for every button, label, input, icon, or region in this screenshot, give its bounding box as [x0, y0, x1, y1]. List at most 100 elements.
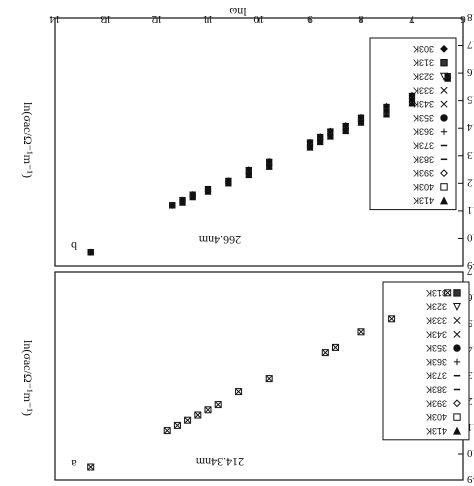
panel-b-legend-label-6: 353K [413, 113, 434, 123]
panel-b-legend-label-5: 363K [413, 127, 434, 137]
panel-a-y-axis-label: ln(σac/Ω⁻¹m⁻¹) [21, 340, 35, 416]
panel-b-ytick-label-4: -14 [467, 121, 474, 133]
panel-b-legend-label-4: 373K [413, 141, 434, 151]
panel-b-point-s11-11 [204, 185, 212, 193]
panel-b-legend-box [369, 37, 457, 211]
panel-b-label: b [71, 239, 77, 253]
panel-a-point-x-9 [195, 412, 201, 418]
panel-b-ytick-label-8: -10 [467, 231, 474, 243]
panel-b-legend-marker-1 [440, 183, 448, 191]
legend-layer: 413K 403K 393K 383K 373K 363K 353K 343K 333K 323K… [369, 37, 470, 441]
panel-a-point-10 [184, 416, 192, 424]
panel-b-legend-label-3: 383K [413, 154, 434, 164]
panel-b-legend-label-7: 343K [413, 99, 434, 109]
panel-a-point-x-8 [205, 407, 211, 413]
panel-a-label: a [71, 457, 77, 471]
panel-a-legend-marker-1 [453, 413, 461, 421]
panel-b-point-s11-15 [87, 248, 95, 256]
panel-a-point-x-4 [322, 349, 329, 356]
panel-a-point-x-5 [266, 375, 272, 382]
panel-b-point-s11-3 [357, 113, 365, 121]
panel-b-y-axis-label: ln(σac/Ω⁻¹m⁻¹) [21, 102, 35, 178]
panel-b-legend-marker-7 [440, 100, 448, 108]
panel-a-point-12 [163, 427, 171, 435]
panel-b-legend-label-0: 413K [413, 196, 434, 206]
panel-a-ytick-label-7: -10 [467, 447, 474, 459]
panel-b-point-s11-7 [306, 138, 314, 146]
panel-b-ytick-label-6: -12 [467, 176, 474, 188]
panel-b-point-s11-10 [225, 177, 232, 184]
panel-b-legend-label-9: 323K [413, 72, 434, 82]
panel-b-ytick-label-1: -17 [467, 39, 474, 51]
panel-b-legend-marker-2 [440, 169, 448, 178]
panel-b-legend-marker-10 [440, 59, 448, 67]
panel-b-point-s11-12 [189, 191, 197, 198]
panel-b-point-s11-9 [245, 166, 253, 173]
panel-b-point-s11-13 [179, 196, 186, 204]
panel-b-legend-label-10: 313K [413, 58, 434, 68]
xtick-label-5: 11 [203, 13, 214, 25]
panel-a-legend-marker-7 [453, 330, 461, 338]
panel-a-point-x-11 [174, 422, 181, 429]
panel-a-point-4 [321, 349, 329, 357]
panel-a-point-3 [332, 343, 339, 351]
panel-a-ytick-label-5: -12 [467, 395, 474, 407]
panel-b-point-s11-1 [408, 91, 416, 99]
panel-b-ytick-label-3: -15 [467, 94, 474, 106]
panel-b-legend-marker-0 [439, 196, 449, 205]
panel-a-legend-marker-9 [452, 303, 462, 312]
panel-a-legend-marker-10 [453, 289, 461, 297]
panel-b-legend-label-2: 393K [413, 168, 434, 178]
panel-a-legend-label-1: 403K [426, 412, 447, 422]
panel-a-legend-label-0: 413K [426, 426, 447, 436]
panel-a-point-x-7 [215, 401, 221, 408]
xtick-label-3: 9 [307, 13, 313, 25]
panel-a-point-x-3 [332, 344, 339, 351]
panel-a-legend-label-2: 393K [426, 398, 447, 408]
panel-a-tag: 214.34nm [195, 455, 244, 469]
panel-a-ytick-label-0: -17 [467, 265, 474, 277]
panel-a-point-x-6 [235, 388, 242, 395]
panel-b-point-s11-2 [383, 102, 390, 110]
panel-b-legend-marker-5 [440, 128, 448, 135]
panel-a-legend-marker-8 [453, 316, 461, 325]
marks-layer [87, 72, 452, 471]
panel-a-ytick-label-8: -9 [467, 473, 474, 485]
panel-b-legend-label-8: 333K [413, 85, 434, 95]
panel-a-point-9 [194, 411, 202, 419]
ticks-layer: -18 -17 -16 -15 -14 -13 -12 -11 -10 -9 6 7 8 9 10 11 12 1… [49, 11, 474, 485]
panel-a-legend-label-9: 323K [426, 302, 447, 312]
panel-b-ytick-label-5: -13 [467, 149, 474, 161]
xtick-label-6: 12 [152, 13, 163, 25]
panel-b-ytick-label-7: -11 [467, 204, 474, 216]
panel-a-point-2 [357, 328, 365, 336]
panel-b-tag: 266.4nm [198, 233, 241, 247]
panel-a-legend-label-10: 313K [426, 288, 447, 298]
panel-a-legend-marker-5 [453, 358, 461, 366]
panel-a-point-13 [87, 463, 95, 471]
panel-a-legend-marker-6 [453, 344, 461, 352]
panel-a-legend-label-6: 353K [426, 343, 447, 353]
panel-a-point-x-2 [358, 329, 364, 335]
xtick-label-7: 13 [100, 13, 112, 25]
panel-a-point-5 [265, 375, 273, 383]
panel-b-ytick-label-9: -9 [467, 259, 474, 271]
panel-a-point-x-10 [184, 417, 191, 423]
panel-a-ytick-label-6: -11 [467, 421, 474, 433]
panel-a-point-x-1 [388, 316, 395, 322]
panel-a-point-0 [444, 289, 452, 297]
panel-a-point-7 [214, 401, 222, 409]
panel-a-point-11 [173, 421, 181, 429]
panel-b-ytick-label-0: -18 [467, 11, 474, 23]
panel-b-point-s11-4 [342, 122, 350, 129]
panel-a-ytick-label-4: -13 [467, 369, 474, 381]
panel-b-legend-marker-6 [440, 114, 448, 122]
xtick-label-0: 6 [460, 13, 466, 25]
panel-b-point-s11-8 [265, 157, 273, 165]
xtick-label-2: 8 [358, 13, 364, 25]
panel-b-legend-marker-8 [440, 86, 448, 94]
xtick-label-4: 10 [253, 13, 265, 25]
panel-b-legend-label-1: 403K [413, 182, 434, 192]
